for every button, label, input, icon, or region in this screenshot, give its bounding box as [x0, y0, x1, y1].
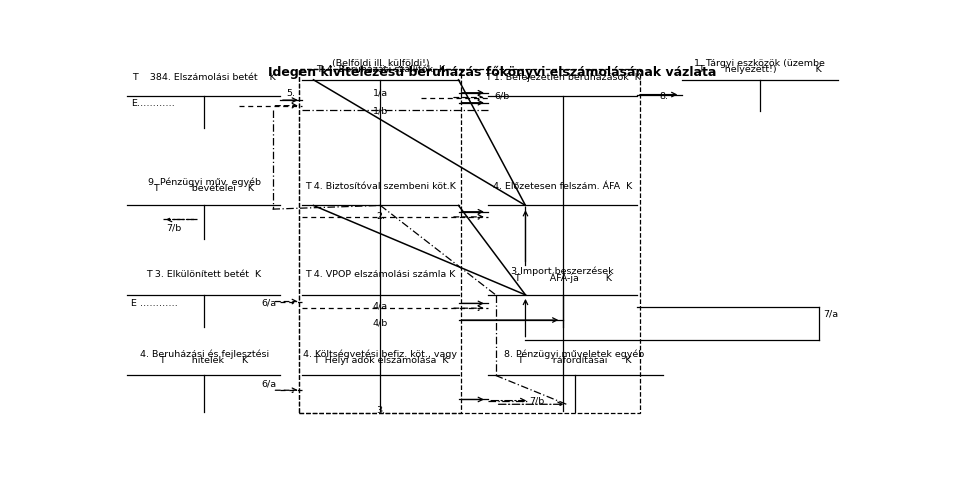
- Text: 3.: 3.: [375, 406, 385, 415]
- Text: 9. Pénzügyi műv. egyéb: 9. Pénzügyi műv. egyéb: [148, 178, 260, 187]
- Text: 1/a: 1/a: [372, 89, 388, 97]
- Text: T         hitelek      K: T hitelek K: [159, 356, 249, 365]
- Text: 3.Import beszerzések: 3.Import beszerzések: [512, 267, 614, 276]
- Text: 4. Előzetesen felszám. ÁFA  K: 4. Előzetesen felszám. ÁFA K: [493, 182, 633, 192]
- Text: 1/b: 1/b: [372, 107, 388, 115]
- Text: T       helyezett!)             K: T helyezett!) K: [698, 65, 822, 74]
- Text: T 4. VPOP elszámolási számla K: T 4. VPOP elszámolási számla K: [305, 270, 456, 279]
- Text: E…………: E…………: [132, 99, 175, 108]
- Text: 4/b: 4/b: [372, 319, 388, 328]
- Text: T    384. Elszámolási betét    K: T 384. Elszámolási betét K: [132, 72, 276, 82]
- Text: (Belföldi ill. külföldi!): (Belföldi ill. külföldi!): [331, 59, 429, 68]
- Text: T 4. Biztosítóval szembeni köt.K: T 4. Biztosítóval szembeni köt.K: [305, 182, 456, 192]
- Text: 7/a: 7/a: [823, 310, 838, 319]
- Text: T 1. Befejezetlen beruházások  K: T 1. Befejezetlen beruházások K: [485, 72, 640, 82]
- Text: 8.: 8.: [660, 92, 668, 101]
- Text: 7/b: 7/b: [166, 224, 181, 233]
- Text: 4. Beruházási és fejlesztési: 4. Beruházási és fejlesztési: [139, 349, 269, 359]
- Text: 6/a: 6/a: [261, 299, 276, 308]
- Text: T. 4. Beruházási szállítók  K: T. 4. Beruházási szállítók K: [316, 65, 445, 74]
- Text: 1. Tárgyi eszközök (üzembe: 1. Tárgyi eszközök (üzembe: [694, 59, 826, 68]
- Text: 6/b: 6/b: [494, 92, 510, 101]
- Text: T 3. Elkülönített betét  K: T 3. Elkülönített betét K: [147, 270, 262, 279]
- Text: E …………: E …………: [132, 299, 178, 308]
- Text: 7/b: 7/b: [529, 396, 544, 406]
- Text: 4. Költségvetési befiz. köt., vagy: 4. Költségvetési befiz. köt., vagy: [303, 349, 457, 359]
- Text: T          ráfordításai      K: T ráfordításai K: [516, 356, 631, 365]
- Text: 6/a: 6/a: [261, 380, 276, 389]
- Text: 8. Pénzügyi műveletek egyéb: 8. Pénzügyi műveletek egyéb: [504, 349, 644, 359]
- Text: T           bevételei    K: T bevételei K: [154, 184, 254, 193]
- Text: 2.: 2.: [376, 212, 385, 221]
- Text: T  Helyi adók elszámolása  K: T Helyi adók elszámolása K: [313, 356, 448, 365]
- Text: 4/a: 4/a: [372, 301, 388, 311]
- Text: T          ÁFÁ-ja         K: T ÁFÁ-ja K: [514, 273, 612, 283]
- Text: 5.: 5.: [287, 89, 296, 98]
- Text: Idegen kivitelezésű beruházás főkönyvi elszámolásának vázlata: Idegen kivitelezésű beruházás főkönyvi e…: [268, 66, 716, 79]
